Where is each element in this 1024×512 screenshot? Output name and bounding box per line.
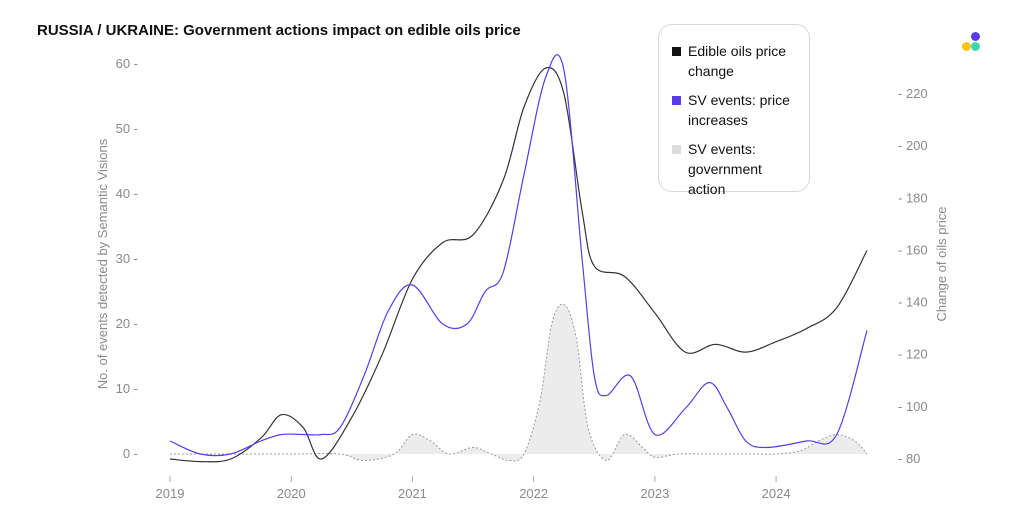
y2-tick-label: - 140 [898,295,928,310]
y2-tick-label: - 220 [898,86,928,101]
legend-swatch-oils-price [672,47,681,56]
series-line-oils-price [169,66,868,463]
y-tick-label: 30 - [116,251,138,266]
x-tick-label: 2022 [519,486,548,501]
y-tick-label: 40 - [116,186,138,201]
legend-item-government-action: SV events: government action [672,139,797,199]
y-axis-label: No. of events detected by Semantic Visio… [95,138,110,389]
legend-label-oils-price: Edible oils price change [688,43,787,79]
y-tick-label: 50 - [116,121,138,136]
y-tick-label: 0 - [123,446,138,461]
x-tick-label: 2020 [277,486,306,501]
legend-item-oils-price: Edible oils price change [672,41,797,81]
y2-tick-label: - 200 [898,138,928,153]
x-tick-label: 2024 [762,486,791,501]
series-line-government-action [169,303,868,462]
y2-tick-label: - 120 [898,347,928,362]
y-tick-label: 60 - [116,56,138,71]
logo-dot-purple [971,32,980,41]
y2-tick-label: - 80 [898,451,920,466]
chart-legend: Edible oils price change SV events: pric… [658,24,810,197]
y-tick-label: 20 - [116,316,138,331]
y-tick-label: 10 - [116,381,138,396]
y2-axis-label: Change of oils price [934,207,949,322]
tick-layer: 0 - 10 - 20 - 30 - 40 - 50 - 60 - - 80 - 100 - 12… [116,56,928,501]
brand-logo [960,32,984,54]
chart-title: RUSSIA / UKRAINE: Government actions imp… [37,22,521,39]
x-tick-label: 2019 [156,486,185,501]
legend-item-price-increases: SV events: price increases [672,90,797,130]
legend-label-government-action: SV events: government action [688,141,762,197]
y2-tick-label: - 160 [898,242,928,257]
area-layer [169,303,868,462]
legend-label-price-increases: SV events: price increases [688,92,790,128]
x-tick-label: 2023 [640,486,669,501]
y2-tick-label: - 100 [898,399,928,414]
logo-dot-teal [971,42,980,51]
legend-swatch-price-increases [672,96,681,105]
y2-tick-label: - 180 [898,190,928,205]
x-tick-label: 2021 [398,486,427,501]
logo-dot-yellow [962,42,971,51]
series-area-government-action [170,304,867,462]
legend-swatch-government-action [672,145,681,154]
series-line-price-increases [169,54,868,457]
line-layer [169,54,868,463]
